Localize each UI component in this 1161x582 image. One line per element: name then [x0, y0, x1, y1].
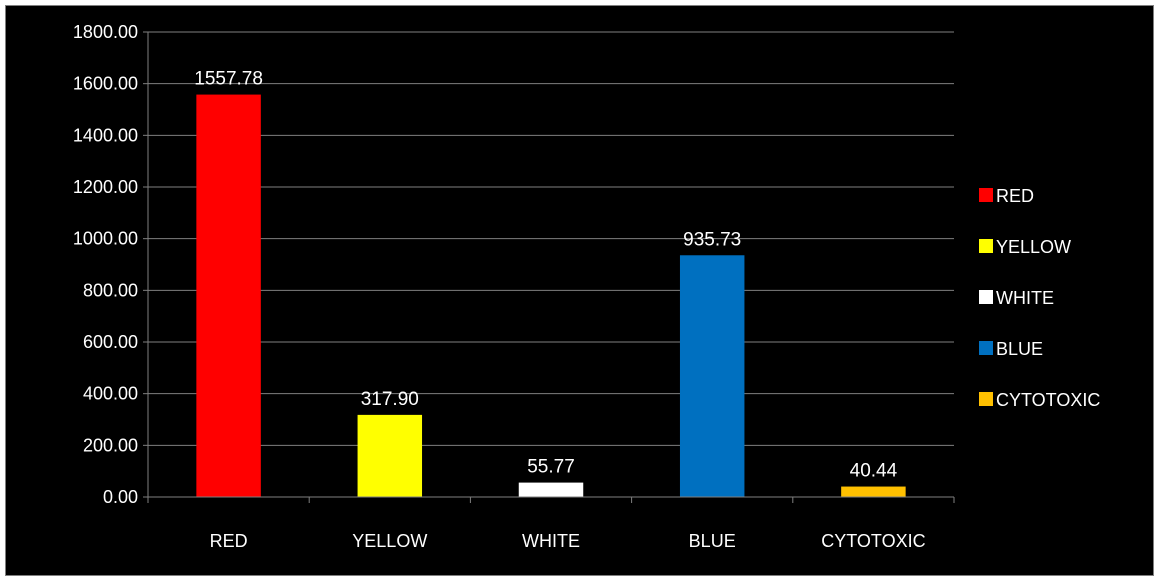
bar-red: [196, 94, 261, 498]
legend-label: YELLOW: [996, 237, 1071, 257]
legend-swatch-red: [979, 188, 993, 202]
legend-swatch-white: [979, 290, 993, 304]
gridlines: [148, 31, 954, 446]
data-label-cytotoxic: 40.44: [850, 461, 898, 482]
x-category-label: BLUE: [689, 531, 736, 551]
y-tick-label: 800.00: [83, 280, 138, 300]
y-tick-label: 1400.00: [73, 125, 138, 145]
data-label-white: 55.77: [527, 457, 575, 478]
x-category-label: RED: [210, 531, 248, 551]
chart-frame: 0.00 200.00 400.00 600.00 800.00 1000.00 1200.…: [5, 5, 1154, 576]
x-category-label: YELLOW: [352, 531, 427, 551]
y-tick-label: 1200.00: [73, 177, 138, 197]
x-category-label: CYTOTOXIC: [821, 531, 925, 551]
bar-yellow: [357, 414, 423, 497]
legend-swatch-yellow: [979, 239, 993, 253]
legend-swatch-blue: [979, 341, 993, 355]
y-tick-label: 0.00: [103, 487, 138, 507]
legend-swatch-cytotoxic: [979, 392, 993, 406]
data-label-red: 1557.78: [194, 69, 263, 90]
legend-label: RED: [996, 186, 1034, 206]
bar-chart: 0.00 200.00 400.00 600.00 800.00 1000.00 1200.…: [73, 22, 1100, 551]
y-tick-label: 600.00: [83, 332, 138, 352]
data-label-blue: 935.73: [683, 229, 741, 250]
data-label-yellow: 317.90: [361, 389, 419, 410]
axes: [147, 32, 955, 503]
x-axis-categories: RED YELLOW WHITE BLUE CYTOTOXIC: [210, 531, 926, 551]
y-tick-label: 400.00: [83, 384, 138, 404]
legend-label: BLUE: [996, 339, 1043, 359]
bar-cytotoxic: [841, 486, 906, 497]
bar-blue: [679, 255, 745, 497]
legend: RED YELLOW WHITE BLUE CYTOTOXIC: [979, 186, 1100, 410]
y-tick-label: 1000.00: [73, 229, 138, 249]
y-tick-label: 1800.00: [73, 22, 138, 42]
x-category-label: WHITE: [522, 531, 580, 551]
legend-label: CYTOTOXIC: [996, 390, 1100, 410]
y-axis-ticks: 0.00 200.00 400.00 600.00 800.00 1000.00 1200.…: [73, 22, 148, 507]
legend-label: WHITE: [996, 288, 1054, 308]
bar-white: [518, 482, 584, 497]
y-tick-label: 200.00: [83, 435, 138, 455]
y-tick-label: 1600.00: [73, 74, 138, 94]
bars: [196, 94, 906, 498]
data-labels: 1557.78 317.90 55.77 935.73 40.44: [194, 69, 897, 482]
